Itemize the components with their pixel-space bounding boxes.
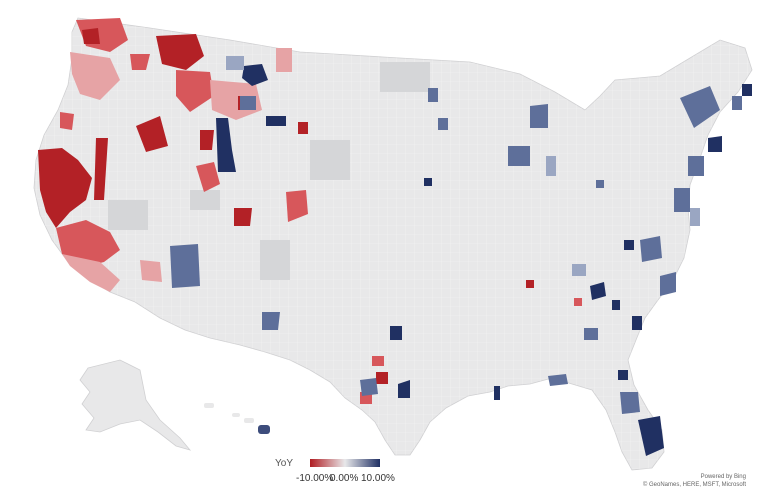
hawaii — [204, 403, 270, 434]
legend-tick-min: -10.00% — [296, 473, 334, 484]
legend-tick-mid: 0.00% — [330, 473, 359, 484]
copyright-line: © GeoNames, HERE, MSFT, Microsoft — [642, 482, 746, 488]
powered-by-bing: Powered by Bing — [700, 474, 746, 480]
legend-color-bar — [310, 459, 380, 467]
map-attribution: Powered by Bing © GeoNames, HERE, MSFT, … — [643, 473, 746, 489]
positive-yoy-counties — [170, 56, 752, 456]
legend-tick-max: 10.00% — [361, 473, 395, 484]
alaska — [79, 359, 192, 451]
legend-title: YoY — [275, 458, 293, 469]
neutral-counties — [108, 62, 430, 280]
